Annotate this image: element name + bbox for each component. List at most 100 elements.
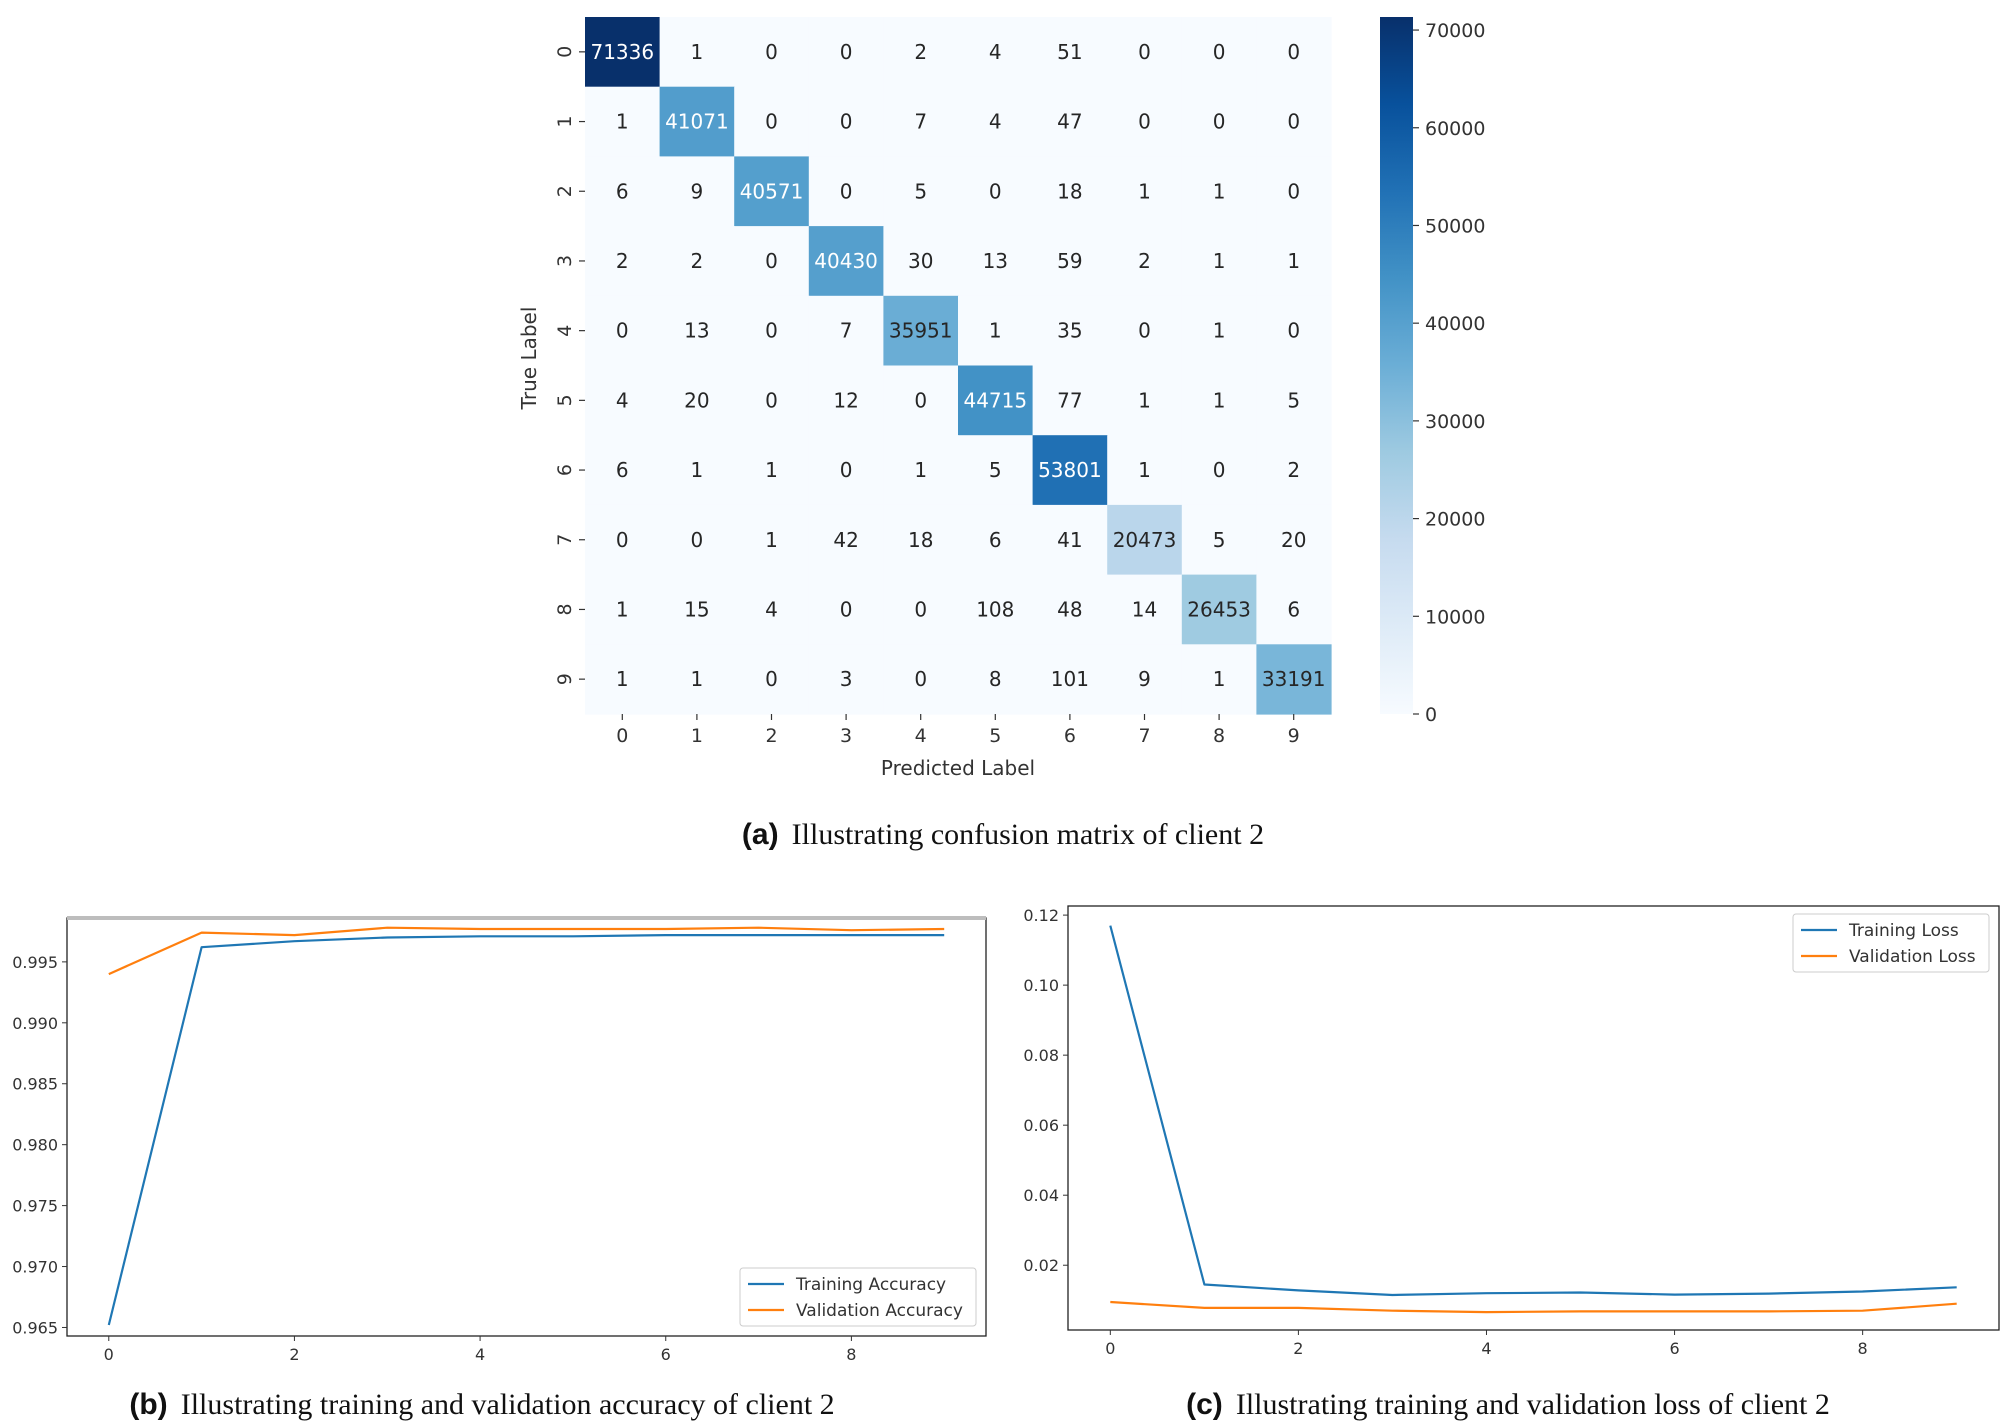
matrix-cell-value: 0 — [765, 249, 778, 273]
matrix-cell — [659, 226, 735, 297]
matrix-cell-value: 0 — [1287, 40, 1300, 64]
matrix-cell-value: 30 — [908, 249, 933, 273]
matrix-cell — [585, 86, 661, 157]
accuracy-x-ticks: 0 2 4 6 8 — [104, 1336, 856, 1364]
loss-legend: Training Loss Validation Loss — [1792, 913, 1990, 973]
matrix-cell — [958, 17, 1034, 88]
matrix-cell — [585, 17, 661, 88]
matrix-cell-value: 3 — [840, 667, 853, 691]
matrix-cell — [585, 295, 661, 367]
matrix-cell — [1107, 17, 1183, 88]
colorbar-tick-label: 60000 — [1425, 118, 1485, 140]
matrix-cell — [808, 86, 884, 157]
y-tick-label: 2 — [554, 185, 576, 197]
accuracy-legend: Training Accuracy Validation Accuracy — [739, 1267, 977, 1327]
confusion-matrix-cells: 71336 1 0 0 2 4 51 0 0 01 41071 0 0 7 4 47 0 0 06 9 40571 0 5 0… — [585, 17, 1332, 715]
x-tick-label: 6 — [661, 1345, 671, 1364]
matrix-cell-value: 1 — [765, 458, 778, 482]
matrix-cell — [1256, 644, 1332, 715]
matrix-cell-value: 35951 — [889, 319, 953, 343]
matrix-cell — [1181, 504, 1257, 576]
matrix-cell-value: 5 — [914, 179, 927, 203]
matrix-cell — [659, 504, 735, 576]
matrix-cell-value: 1 — [914, 458, 927, 482]
matrix-cell-value: 0 — [1138, 110, 1151, 134]
matrix-cell-value: 0 — [1213, 110, 1226, 134]
matrix-cell-value: 20 — [684, 388, 709, 412]
matrix-cell — [659, 644, 735, 715]
matrix-cell — [1032, 226, 1108, 297]
matrix-cell — [1032, 644, 1108, 715]
matrix-cell — [1256, 574, 1332, 645]
svg-text:(a) Illustrating confusi: (a) Illustrating confusion matrix of cli… — [742, 818, 1264, 851]
matrix-cell-value: 0 — [989, 179, 1002, 203]
x-tick-label: 8 — [1213, 725, 1225, 747]
y-axis-label: True Label — [517, 307, 541, 411]
matrix-cell — [1181, 295, 1257, 367]
x-tick-label: 4 — [1481, 1339, 1491, 1358]
matrix-cell-value: 0 — [1287, 179, 1300, 203]
matrix-cell — [808, 504, 884, 576]
matrix-cell — [734, 644, 810, 715]
matrix-cell-value: 59 — [1057, 249, 1082, 273]
x-tick-label: 4 — [915, 725, 927, 747]
colorbar-tick-label: 40000 — [1425, 313, 1485, 335]
matrix-cell — [734, 574, 810, 645]
colorbar-tick-label: 30000 — [1425, 411, 1485, 433]
matrix-cell — [585, 156, 661, 227]
y-tick-label: 0.08 — [1023, 1046, 1059, 1065]
matrix-cell — [883, 86, 959, 157]
x-tick-label: 8 — [1858, 1339, 1868, 1358]
colorbar-gradient — [1380, 17, 1413, 714]
matrix-cell — [1256, 156, 1332, 227]
matrix-cell-value: 1 — [1287, 249, 1300, 273]
y-tick-label: 9 — [554, 673, 576, 685]
matrix-cell-value: 2 — [1138, 249, 1151, 273]
y-tick-label: 0.980 — [12, 1136, 58, 1155]
matrix-cell-value: 2 — [1287, 458, 1300, 482]
matrix-cell — [808, 365, 884, 436]
matrix-cell-value: 4 — [765, 597, 778, 621]
matrix-cell-value: 1 — [616, 110, 629, 134]
matrix-cell-value: 13 — [684, 319, 709, 343]
matrix-cell-value: 0 — [1287, 110, 1300, 134]
matrix-cell — [808, 17, 884, 88]
y-tick-label: 0.10 — [1023, 976, 1059, 995]
matrix-cell — [1032, 435, 1108, 506]
matrix-cell-value: 0 — [1213, 40, 1226, 64]
matrix-cell-value: 0 — [1138, 40, 1151, 64]
validation-loss-legend-label: Validation Loss — [1849, 947, 1976, 967]
matrix-cell — [883, 295, 959, 367]
confusion-matrix-chart: 71336 1 0 0 2 4 51 0 0 01 41071 0 0 7 4 47 0 0 06 9 40571 0 5 0… — [517, 17, 1485, 780]
matrix-cell — [1256, 17, 1332, 88]
matrix-cell-value: 0 — [1213, 458, 1226, 482]
matrix-cell — [1107, 86, 1183, 157]
caption-b: (b) Illustrating training and validation… — [129, 1388, 834, 1421]
matrix-cell — [883, 644, 959, 715]
matrix-cell — [1107, 226, 1183, 297]
matrix-cell — [1181, 226, 1257, 297]
matrix-cell — [958, 644, 1034, 715]
matrix-cell-value: 35 — [1057, 319, 1082, 343]
matrix-cell-value: 101 — [1051, 667, 1089, 691]
matrix-cell — [1032, 86, 1108, 157]
y-tick-label: 7 — [554, 534, 576, 546]
svg-text:(c) Illustrating trainin: (c) Illustrating training and validation… — [1186, 1388, 1830, 1421]
loss-series-lines — [1109, 925, 1957, 1314]
matrix-cell-value: 1 — [616, 597, 629, 621]
y-tick-label: 0 — [554, 46, 576, 58]
matrix-cell-value: 1 — [1213, 667, 1226, 691]
matrix-cell — [808, 435, 884, 506]
matrix-cell — [734, 365, 810, 436]
validation-accuracy-legend-label: Validation Accuracy — [796, 1301, 963, 1321]
matrix-cell — [1032, 365, 1108, 436]
confusion-matrix-x-ticks: 0 1 2 3 4 5 6 7 8 9 — [616, 714, 1300, 747]
x-tick-label: 8 — [846, 1345, 856, 1364]
x-tick-label: 5 — [989, 725, 1001, 747]
matrix-cell-value: 20 — [1281, 528, 1306, 552]
x-tick-label: 0 — [616, 725, 628, 747]
y-tick-label: 5 — [554, 394, 576, 406]
y-tick-label: 0.985 — [12, 1075, 58, 1094]
matrix-cell — [808, 156, 884, 227]
matrix-cell-value: 47 — [1057, 110, 1082, 134]
